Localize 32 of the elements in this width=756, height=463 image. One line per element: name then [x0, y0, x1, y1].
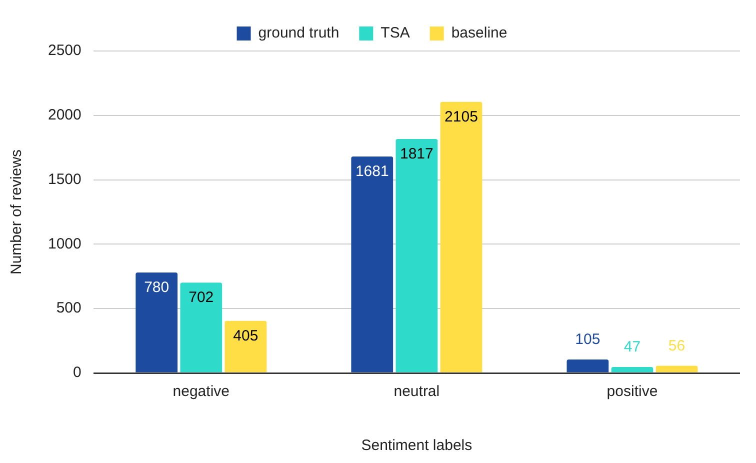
x-axis-title: Sentiment labels	[361, 437, 472, 454]
y-tick-label: 2500	[48, 42, 82, 60]
bar	[566, 359, 609, 372]
x-tick-label: positive	[606, 383, 658, 400]
y-tick-label: 1500	[48, 170, 82, 188]
bar	[611, 366, 654, 372]
bar	[224, 320, 267, 372]
bar	[351, 156, 394, 372]
y-tick-label: 0	[73, 364, 82, 382]
data-label: 405	[233, 327, 258, 344]
bar	[440, 102, 482, 372]
x-tick-label: neutral	[394, 383, 440, 400]
legend-label: baseline	[451, 24, 508, 42]
data-label: 702	[188, 289, 214, 306]
data-label: 47	[624, 338, 641, 356]
data-label: 780	[144, 279, 170, 296]
data-label: 1681	[355, 163, 389, 180]
bar	[180, 282, 222, 372]
y-tick-label: 500	[56, 300, 82, 317]
legend-label: TSA	[380, 24, 410, 42]
data-label: 56	[668, 337, 686, 354]
data-label: 1817	[400, 146, 434, 163]
data-label: 105	[575, 331, 600, 348]
bar	[136, 272, 178, 372]
data-label: 2105	[444, 108, 478, 126]
y-axis-title: Number of reviews	[8, 149, 26, 275]
y-tick-label: 1000	[48, 235, 82, 252]
legend-label: ground truth	[258, 24, 340, 42]
bar	[656, 366, 698, 372]
x-tick-label: negative	[172, 383, 230, 400]
bar	[396, 138, 438, 372]
y-tick-label: 2000	[48, 106, 82, 124]
